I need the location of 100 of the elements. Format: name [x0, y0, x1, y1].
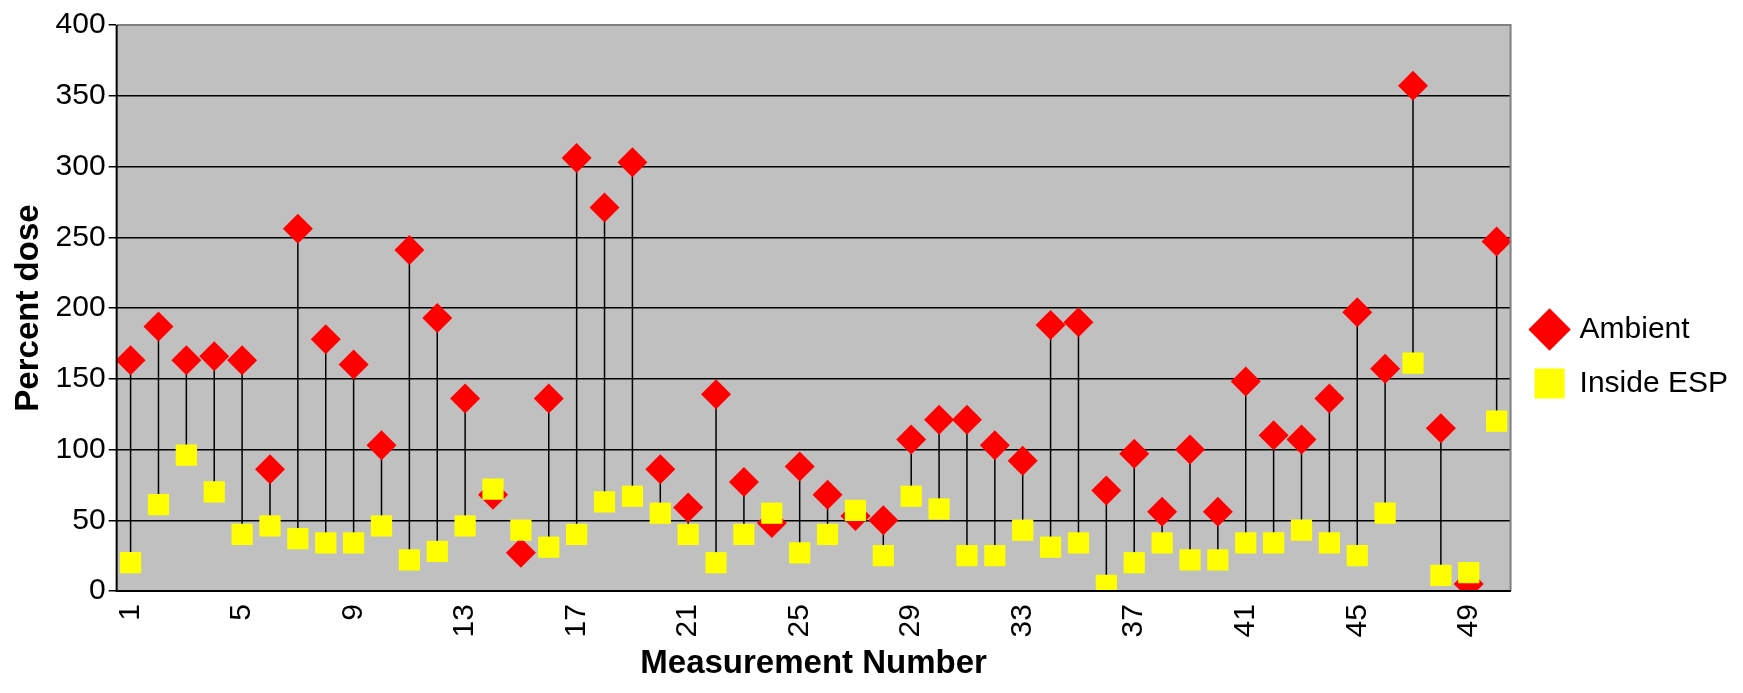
point: [1151, 532, 1173, 554]
y-tick-label: 400: [55, 6, 106, 40]
point: [1091, 475, 1122, 506]
point: [1458, 562, 1480, 584]
point: [510, 519, 532, 541]
point: [426, 540, 448, 563]
point: [1370, 353, 1401, 384]
point: [338, 349, 369, 380]
point: [115, 345, 146, 376]
point: [705, 552, 727, 574]
point: [701, 379, 732, 410]
legend-label: Ambient: [1579, 310, 1691, 344]
point: [203, 481, 225, 503]
point: [1012, 519, 1034, 541]
point: [398, 549, 420, 571]
point: [1318, 532, 1340, 554]
point: [1314, 383, 1345, 414]
point: [1290, 519, 1313, 541]
point: [593, 491, 616, 513]
point: [951, 404, 982, 435]
point: [119, 552, 142, 574]
x-tick-label: 17: [557, 604, 591, 638]
y-tick-label: 350: [55, 77, 106, 111]
x-tick-label: 13: [446, 604, 480, 638]
point: [1007, 445, 1038, 476]
point: [254, 454, 285, 485]
point: [175, 444, 197, 466]
point: [784, 451, 815, 482]
point: [649, 502, 671, 524]
point: [533, 383, 564, 414]
x-tick-label: 37: [1115, 604, 1149, 638]
point: [343, 532, 365, 554]
point: [310, 324, 341, 355]
y-tick-label: 300: [55, 147, 106, 181]
x-tick-label: 41: [1227, 604, 1260, 638]
point: [231, 523, 253, 546]
point: [868, 505, 899, 536]
point: [621, 485, 644, 507]
x-tick-label: 5: [223, 604, 257, 621]
point: [315, 532, 337, 554]
point: [1174, 434, 1205, 465]
point: [761, 502, 783, 524]
point: [366, 430, 397, 461]
y-tick-label: 50: [72, 501, 106, 535]
x-tick-label: 25: [780, 604, 814, 638]
point: [422, 302, 453, 333]
point: [979, 430, 1010, 461]
point: [1481, 226, 1512, 257]
point: [1263, 532, 1285, 554]
point: [900, 485, 922, 507]
point: [171, 345, 202, 376]
point: [1486, 410, 1508, 432]
point: [872, 545, 894, 567]
point: [789, 542, 811, 564]
x-tick-label: 1: [111, 604, 145, 621]
x-tick-label: 49: [1450, 604, 1484, 638]
point: [1119, 438, 1150, 469]
point: [677, 523, 699, 546]
point: [227, 345, 258, 376]
point: [1039, 536, 1062, 558]
point: [1286, 424, 1317, 455]
y-axis-title: Percent dose: [7, 204, 45, 412]
point: [394, 235, 425, 265]
point: [566, 523, 588, 546]
point: [673, 492, 704, 523]
point: [1402, 352, 1424, 374]
point: [645, 454, 676, 485]
legend-label: Inside ESP: [1579, 364, 1728, 398]
x-tick-label: 9: [334, 604, 368, 621]
y-tick-label: 0: [88, 572, 106, 606]
point: [1207, 549, 1229, 571]
point: [1425, 413, 1456, 444]
y-tick-label: 100: [55, 430, 106, 464]
point: [1398, 70, 1429, 101]
point: [589, 192, 620, 223]
y-tick-label: 150: [55, 360, 106, 394]
point: [282, 213, 313, 244]
x-tick-label: 45: [1338, 604, 1372, 638]
point: [1067, 532, 1090, 554]
point: [143, 311, 174, 342]
point: [984, 545, 1006, 567]
point: [370, 515, 393, 537]
x-tick-label: 33: [1003, 604, 1037, 638]
point: [728, 467, 759, 498]
point: [450, 383, 481, 414]
x-tick-label: 21: [669, 604, 703, 638]
point: [924, 404, 955, 435]
point: [287, 528, 309, 550]
point: [454, 515, 476, 537]
point: [1063, 307, 1094, 338]
point: [844, 499, 867, 521]
point: [1430, 564, 1452, 587]
point: [1035, 310, 1066, 340]
point: [1123, 552, 1145, 574]
point: [561, 143, 592, 174]
point: [617, 147, 648, 178]
x-tick-label: 29: [892, 604, 926, 638]
point: [733, 523, 755, 546]
point: [482, 478, 504, 500]
point: [956, 545, 978, 567]
